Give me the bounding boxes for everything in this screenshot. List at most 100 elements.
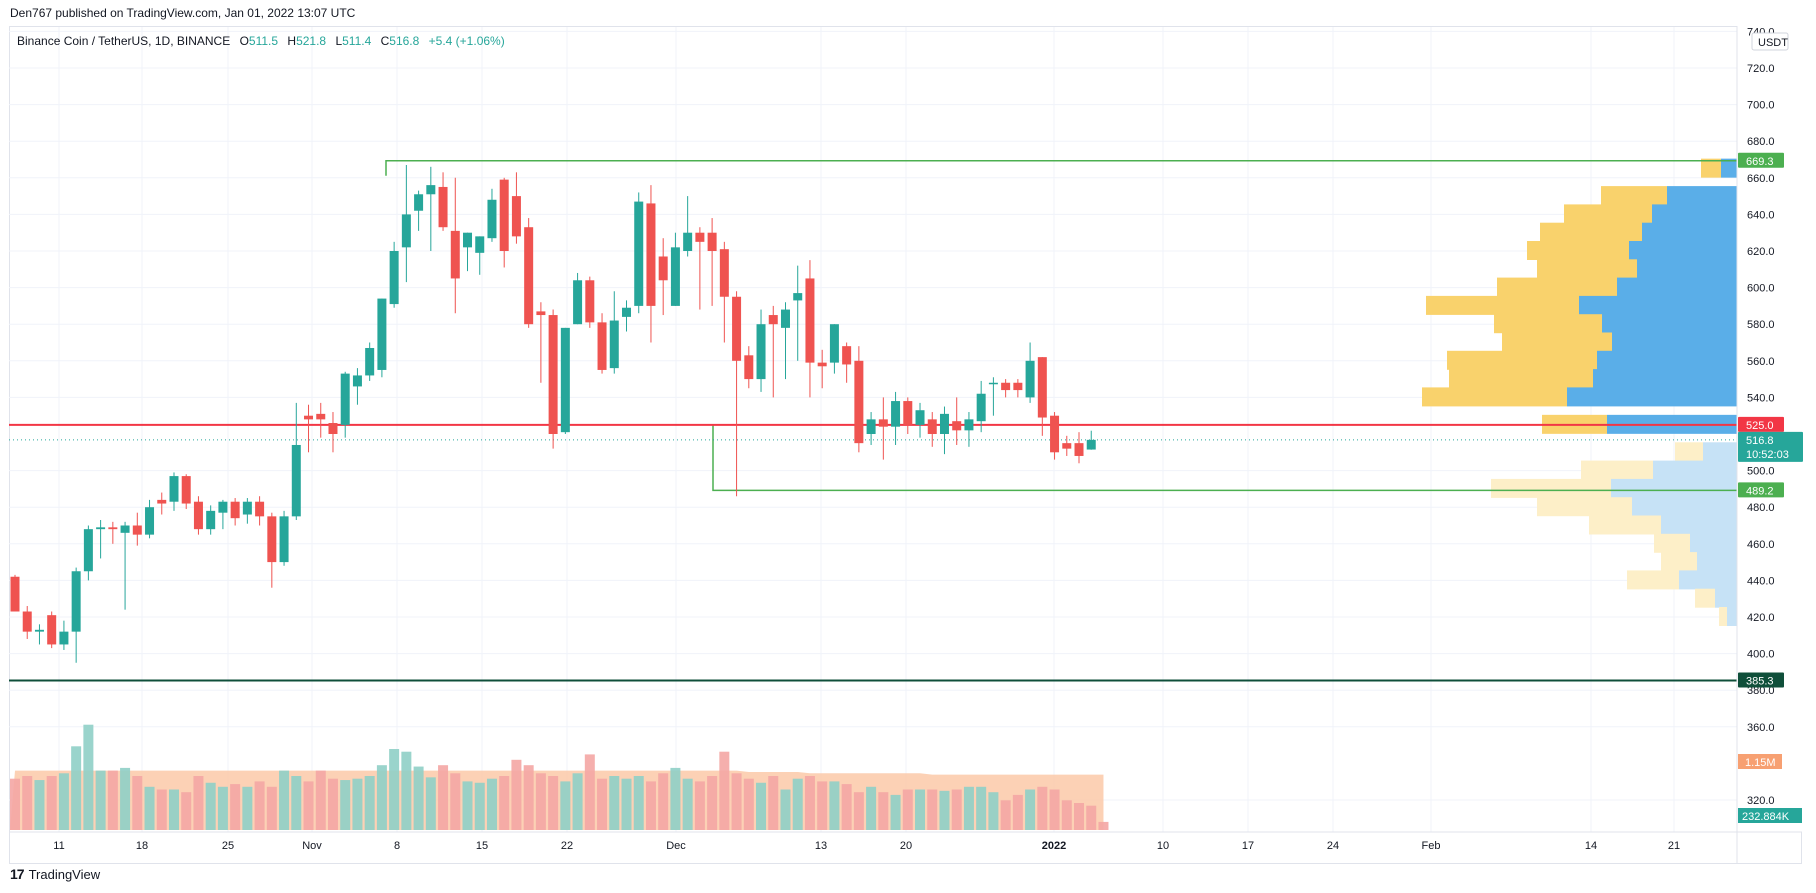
y-tick-label: 560.0 [1747, 356, 1775, 368]
candle-body [438, 186, 448, 228]
volume-bar [474, 782, 485, 830]
volume-profile-up [1422, 387, 1567, 407]
candle-body [891, 401, 901, 427]
volume-bar [768, 776, 779, 830]
volume-bar [315, 770, 326, 830]
volume-profile-down [1703, 442, 1737, 462]
x-tick-label: 18 [136, 840, 148, 852]
candle-body [854, 360, 864, 444]
volume-profile-up [1527, 241, 1629, 260]
volume-bar [523, 765, 534, 830]
volume-bar [340, 780, 351, 830]
level-label-bg [1738, 672, 1784, 688]
volume-bar [413, 766, 424, 830]
candle-body [487, 199, 497, 239]
candle-body [829, 324, 839, 363]
candle-body [401, 214, 411, 248]
candle-body [622, 307, 631, 317]
volume-bar [462, 781, 473, 830]
volume-bar [707, 776, 718, 830]
volume-profile [1422, 158, 1737, 626]
volume-profile-up [1695, 588, 1715, 608]
countdown-label: 10:52:03 [1746, 449, 1789, 461]
candle-body [511, 196, 521, 237]
legend-symbol[interactable]: Binance Coin / TetherUS, 1D, BINANCE [17, 34, 231, 48]
volume-ma-label-bg [1738, 754, 1782, 769]
volume-profile-down [1632, 497, 1737, 517]
range-bottom-line [712, 424, 1737, 492]
volume-profile-up [1581, 460, 1653, 480]
x-tick-label: 21 [1668, 840, 1680, 852]
candles [10, 164, 1096, 663]
volume-bar [866, 786, 877, 830]
candle-body [389, 251, 399, 305]
volume-bar [963, 786, 974, 830]
level-label: 489.2 [1746, 485, 1774, 497]
tradingview-logo-icon: 17 [10, 866, 25, 882]
candle-body [964, 419, 974, 431]
candle-body [22, 611, 32, 632]
legend-close-value: 516.8 [389, 34, 420, 48]
candle-body [707, 232, 717, 251]
candle-body [524, 227, 534, 325]
volume-profile-up [1654, 533, 1690, 553]
volume-bar [841, 784, 852, 830]
volume-bar [1086, 805, 1097, 830]
volume-bar [1049, 789, 1060, 830]
candle-body [426, 185, 436, 195]
volume-bar [352, 778, 363, 830]
y-tick-label: 600.0 [1747, 283, 1775, 295]
candle-body [352, 375, 362, 387]
y-tick-label: 440.0 [1747, 575, 1775, 587]
y-tick-label: 320.0 [1747, 795, 1775, 807]
volume-profile-up [1719, 607, 1727, 626]
volume-profile-down [1611, 478, 1737, 498]
candle-body [695, 232, 705, 242]
volume-profile-down [1652, 204, 1737, 224]
volume-profile-up [1491, 478, 1611, 498]
volume-profile-up [1540, 222, 1642, 242]
candle-body [83, 529, 93, 572]
y-tick-label: 640.0 [1747, 209, 1775, 221]
volume-bar [560, 781, 571, 830]
tradingview-brand: TradingView [28, 866, 101, 882]
volume-bar [144, 786, 155, 830]
volume-bar [621, 778, 632, 830]
volume-profile-up [1497, 277, 1617, 297]
volume-bar [242, 786, 253, 830]
candle-body [1086, 439, 1096, 450]
candle-body [573, 280, 583, 325]
legend-open-label: O [239, 34, 249, 48]
volume-bar [817, 781, 828, 830]
volume-bar [976, 786, 987, 830]
volume-ma-label: 1.15M [1745, 757, 1776, 769]
x-tick-label: 11 [53, 840, 64, 852]
candle-body [96, 527, 106, 530]
candle-body [499, 179, 509, 251]
volume-profile-down [1697, 552, 1737, 572]
candle-body [10, 576, 20, 612]
candle-body [768, 315, 778, 325]
volume-profile-down [1579, 295, 1737, 315]
volume-bar [878, 792, 889, 830]
candle-body [878, 419, 888, 427]
candle-body [291, 444, 301, 517]
tradingview-logo[interactable]: 17 TradingView [10, 866, 100, 882]
candle-body [340, 373, 350, 425]
candle-body [915, 410, 925, 425]
volume-bar [719, 751, 730, 830]
volume-bar [83, 724, 94, 830]
volume-bar [486, 778, 497, 830]
y-tick-label: 420.0 [1747, 612, 1775, 624]
volume-bar [829, 781, 840, 830]
candle-body [1050, 415, 1060, 453]
candle-body [903, 401, 913, 425]
volume-profile-down [1667, 186, 1737, 206]
candle-body [560, 327, 570, 433]
level-label: 525.0 [1746, 420, 1774, 432]
candle-body [805, 278, 815, 363]
volume-bar [1037, 786, 1048, 830]
candle-body [450, 230, 460, 279]
candle-body [71, 571, 81, 632]
